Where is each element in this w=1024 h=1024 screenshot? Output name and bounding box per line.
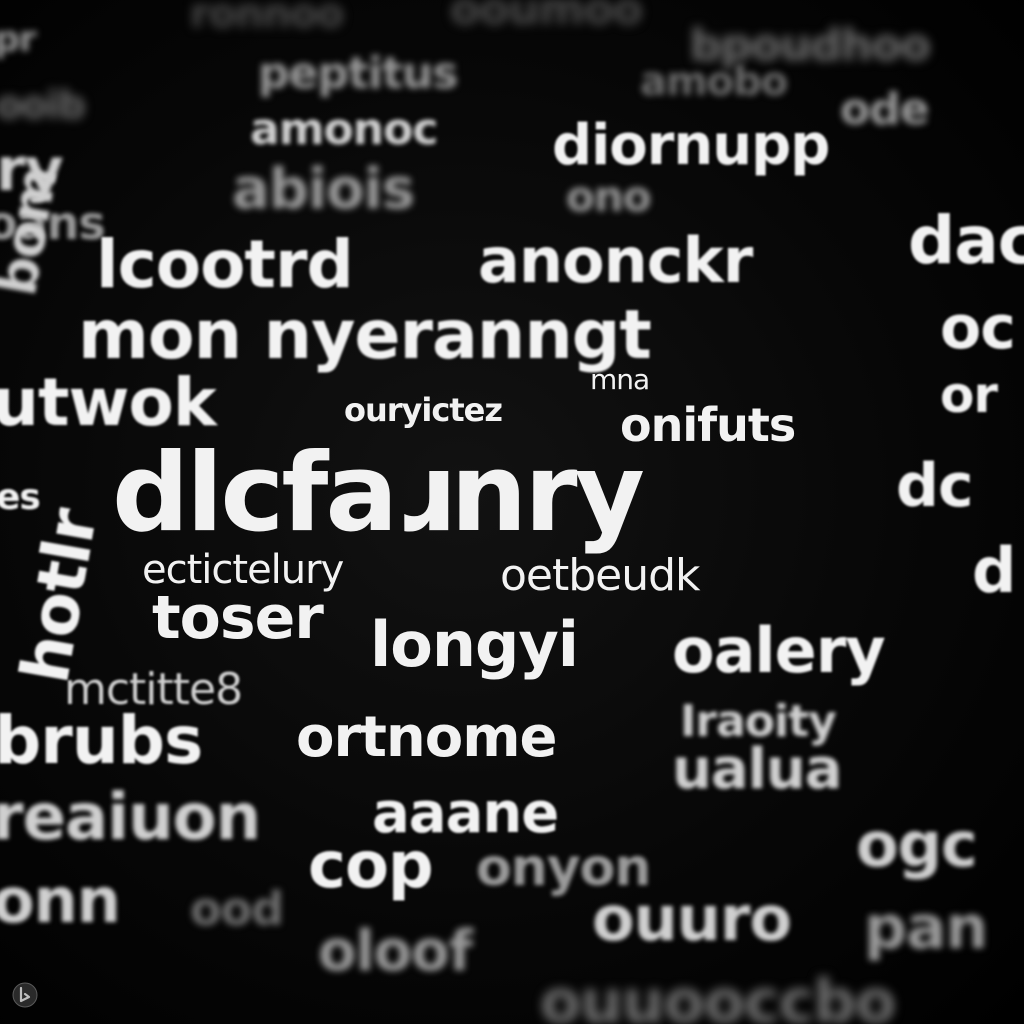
word-oans: oans bbox=[0, 196, 106, 250]
word-ooib: ooib bbox=[0, 83, 85, 127]
word-amonoc: amonoc bbox=[250, 104, 438, 155]
word-oetbeudk: oetbeudk bbox=[500, 550, 701, 601]
word-toser: toser bbox=[152, 583, 324, 653]
word-dright: d bbox=[972, 534, 1016, 607]
word-peptitus: peptitus bbox=[258, 48, 458, 99]
word-ortnome: ortnome bbox=[296, 705, 558, 770]
word-dionupp: diornupp bbox=[552, 113, 830, 178]
word-ry: ry bbox=[0, 135, 64, 205]
word-dlcfarnry: dlcfaɹnry bbox=[112, 431, 645, 556]
word-mctitte8: mctitte8 bbox=[64, 664, 243, 715]
word-ouuro: ouuro bbox=[592, 882, 792, 955]
word-ood: ood bbox=[190, 882, 284, 936]
word-anonckr: anonckr bbox=[478, 224, 753, 297]
word-es: es bbox=[0, 477, 41, 518]
word-cop: cop bbox=[308, 829, 434, 903]
word-onyon: onyon bbox=[476, 838, 651, 898]
word-bottom: ouuooccbo bbox=[540, 967, 896, 1024]
word-ogc: ogc bbox=[856, 808, 978, 881]
word-ualua: ualua bbox=[672, 737, 843, 802]
word-mpbe: amobo bbox=[640, 59, 788, 105]
word-mna: mna bbox=[590, 363, 650, 396]
word-aaane: aaane bbox=[372, 781, 559, 846]
word-abiois: abiois bbox=[232, 157, 415, 222]
word-hotlr: hotlr bbox=[6, 503, 113, 689]
word-ouryictez: ouryictez bbox=[344, 391, 503, 429]
word-lcootrd: lcootrd bbox=[96, 226, 354, 303]
word-longyi: longyi bbox=[370, 608, 579, 681]
word-top-3: bpoudhoo bbox=[690, 20, 931, 71]
word-pr: pr bbox=[0, 19, 37, 60]
word-iraoity: Iraoity bbox=[680, 696, 837, 747]
word-oalery: oalery bbox=[672, 614, 886, 687]
word-oc: oc bbox=[940, 293, 1016, 363]
word-ode: ode bbox=[840, 84, 930, 135]
word-top-1: ronnoo bbox=[190, 0, 344, 37]
word-onn: onn bbox=[0, 864, 121, 937]
word-dac: dac bbox=[908, 202, 1024, 279]
word-bom: bom bbox=[0, 162, 70, 301]
word-oloof: oloof bbox=[318, 919, 473, 984]
word-utwok: utwok bbox=[0, 364, 217, 441]
word-brubs: brubs bbox=[0, 702, 203, 779]
word-mon-nyeranngt: mon nyeranngt bbox=[78, 296, 652, 375]
word-pan: pan bbox=[864, 893, 988, 963]
word-ectictelury: ectictelury bbox=[142, 547, 344, 593]
word-onifuts: onifuts bbox=[620, 398, 796, 452]
word-reaiuon: reaiuon bbox=[0, 781, 261, 855]
word-ono: ono bbox=[566, 172, 652, 221]
word-top-2: ooumoo bbox=[450, 0, 643, 35]
word-dc: dc bbox=[896, 451, 974, 521]
bing-logo-icon bbox=[12, 982, 38, 1008]
word-or: or bbox=[940, 366, 998, 424]
